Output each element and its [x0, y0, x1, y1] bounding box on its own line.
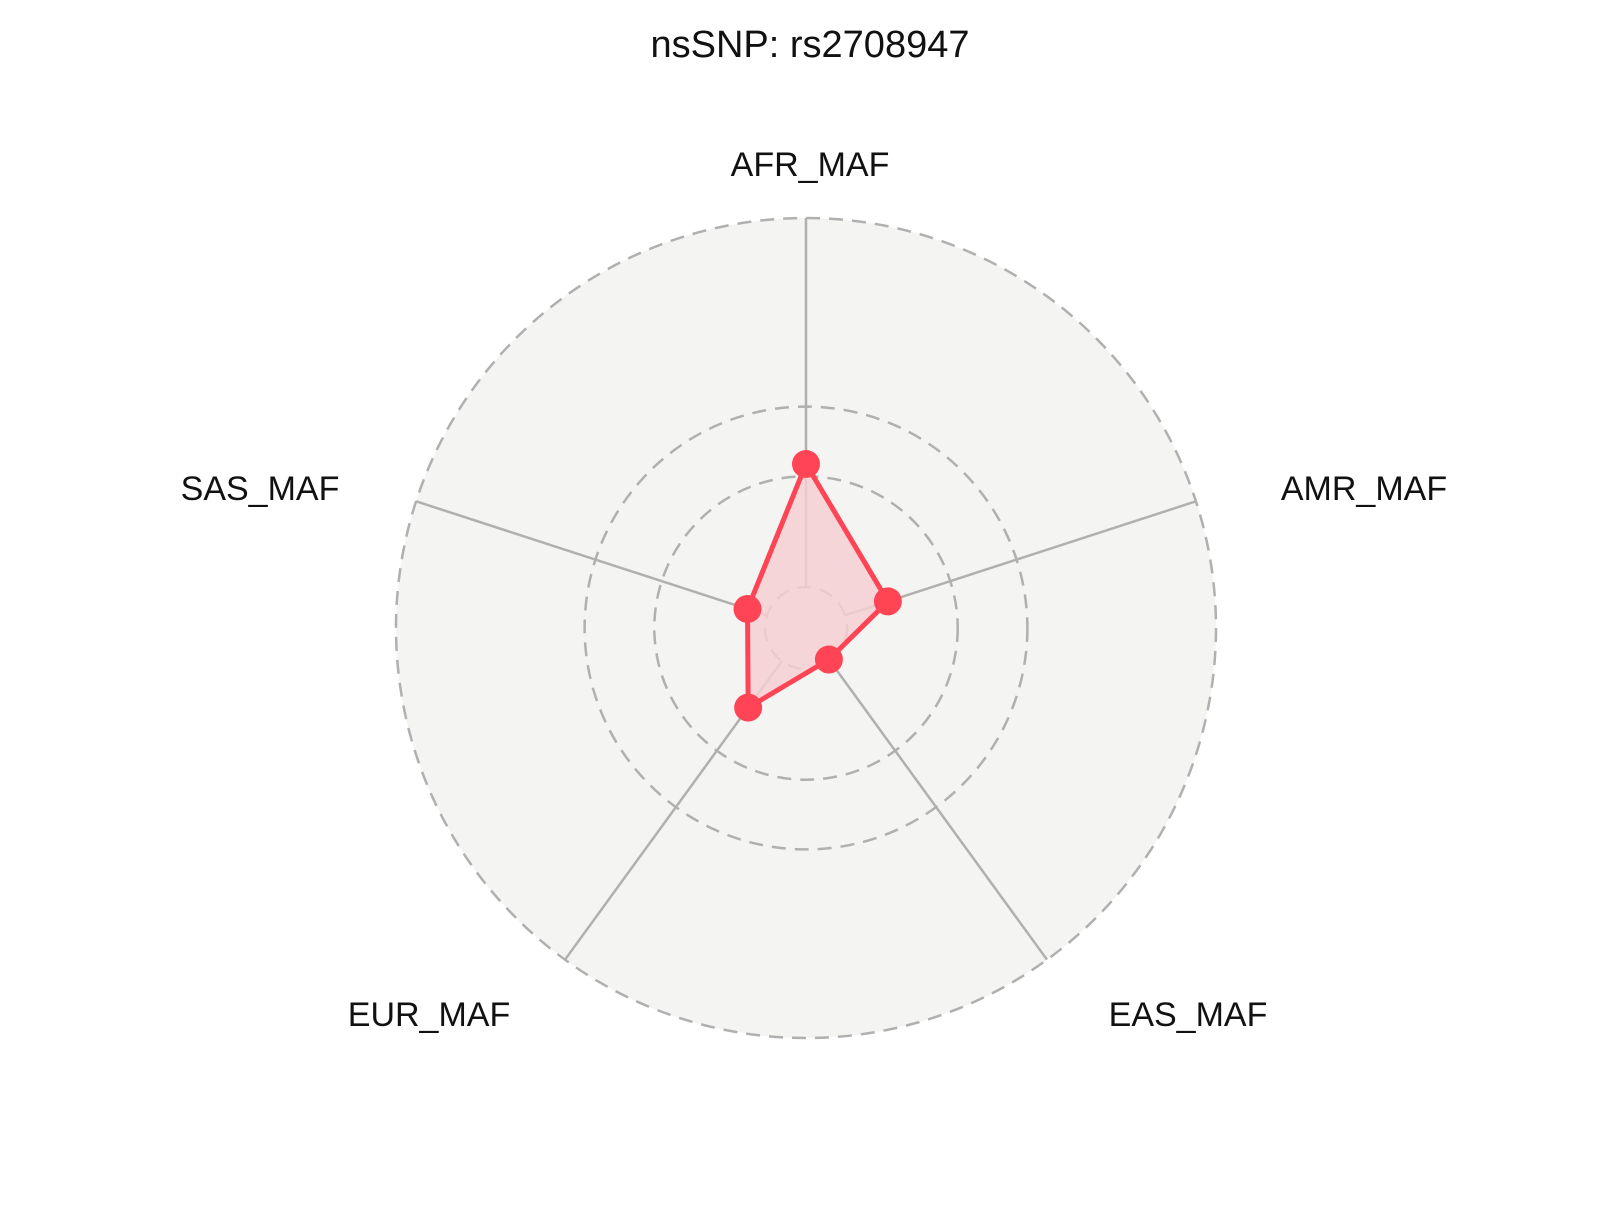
axis-line: [415, 500, 768, 617]
chart-title: nsSNP: rs2708947: [651, 24, 970, 66]
axis-label-sas-maf: SAS_MAF: [181, 470, 340, 508]
data-point: [814, 645, 843, 674]
plot-area: [394, 216, 1218, 1040]
data-point: [873, 587, 902, 616]
data-point: [734, 693, 763, 722]
data-point: [792, 450, 820, 478]
axis-label-eur-maf: EUR_MAF: [348, 996, 510, 1034]
axis-label-eas-maf: EAS_MAF: [1109, 996, 1268, 1034]
axis-label-amr-maf: AMR_MAF: [1281, 470, 1447, 508]
grid-circle: [394, 216, 1218, 1040]
axis-line: [829, 660, 1049, 961]
axis-labels: AFR_MAF AMR_MAF EAS_MAF EUR_MAF SAS_MAF: [181, 146, 1447, 1034]
data-point: [733, 594, 762, 623]
axis-label-afr-maf: AFR_MAF: [731, 146, 890, 184]
series-area: [745, 461, 891, 711]
axis-line: [844, 500, 1197, 617]
